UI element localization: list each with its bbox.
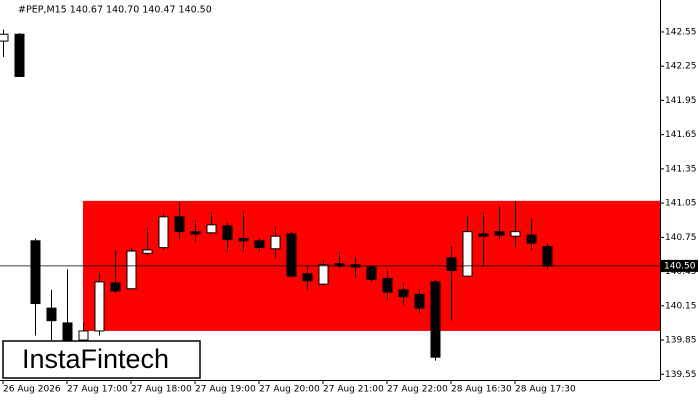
candle-body xyxy=(382,277,393,293)
x-tick-label: 28 Aug 17:30 xyxy=(515,385,576,395)
candle-body xyxy=(158,216,169,249)
x-tick-label: 27 Aug 22:00 xyxy=(387,385,448,395)
candle-body xyxy=(14,33,25,77)
x-tick-label: 28 Aug 16:30 xyxy=(451,385,512,395)
candle-body xyxy=(270,235,281,250)
candle-body xyxy=(142,249,153,254)
candle-body xyxy=(30,240,41,305)
y-tick-label: 141.05 xyxy=(665,199,697,209)
y-tick-label: 139.85 xyxy=(665,336,697,346)
candle-body xyxy=(78,330,89,341)
candle-body xyxy=(0,33,9,42)
candle-body xyxy=(430,281,441,358)
candle-body xyxy=(286,233,297,277)
candle-body xyxy=(462,231,473,277)
candle-body xyxy=(206,224,217,234)
plot-area xyxy=(0,29,660,361)
candle-body xyxy=(414,293,425,309)
candle-body xyxy=(318,264,329,285)
y-tick-label: 140.45 xyxy=(665,267,697,277)
y-tick-label: 141.95 xyxy=(665,96,697,106)
y-tick-label: 140.75 xyxy=(665,233,697,243)
current-price-box xyxy=(661,259,698,272)
logo-box xyxy=(2,340,201,379)
y-tick-label: 141.35 xyxy=(665,164,697,174)
logo: InstaFintech xyxy=(22,344,169,374)
y-tick-label: 139.55 xyxy=(665,370,697,380)
candle-body xyxy=(110,282,121,292)
x-tick-label: 27 Aug 18:00 xyxy=(131,385,192,395)
candle-body xyxy=(398,289,409,298)
y-tick-label: 141.65 xyxy=(665,130,697,140)
candle-body xyxy=(126,250,137,290)
candle-body xyxy=(542,245,553,267)
candle-body xyxy=(478,233,489,237)
candle-body xyxy=(254,240,265,249)
candle-body xyxy=(526,234,537,244)
candle-body xyxy=(302,273,313,282)
x-tick-label: 27 Aug 17:00 xyxy=(67,385,128,395)
candle-body xyxy=(94,281,105,332)
candle-body xyxy=(510,231,521,237)
y-tick-label: 142.55 xyxy=(665,27,697,37)
candle-body xyxy=(190,231,201,235)
y-tick-label: 140.15 xyxy=(665,301,697,311)
x-tick-label: 27 Aug 20:00 xyxy=(259,385,320,395)
candle-body xyxy=(446,257,457,271)
chart-title: #PEP,M15 140.67 140.70 140.47 140.50 xyxy=(18,5,212,16)
x-tick-label: 27 Aug 21:00 xyxy=(323,385,384,395)
current-price-label: 140.50 xyxy=(664,261,696,271)
candle-body xyxy=(46,307,57,322)
candle-body xyxy=(174,216,185,233)
candle-body xyxy=(494,231,505,236)
candle-body xyxy=(366,266,377,281)
x-tick-label: 26 Aug 2026 xyxy=(3,385,61,395)
candle-body xyxy=(238,237,249,242)
y-tick-label: 142.25 xyxy=(665,62,697,72)
x-tick-label: 27 Aug 19:00 xyxy=(195,385,256,395)
candle-body xyxy=(222,225,233,241)
